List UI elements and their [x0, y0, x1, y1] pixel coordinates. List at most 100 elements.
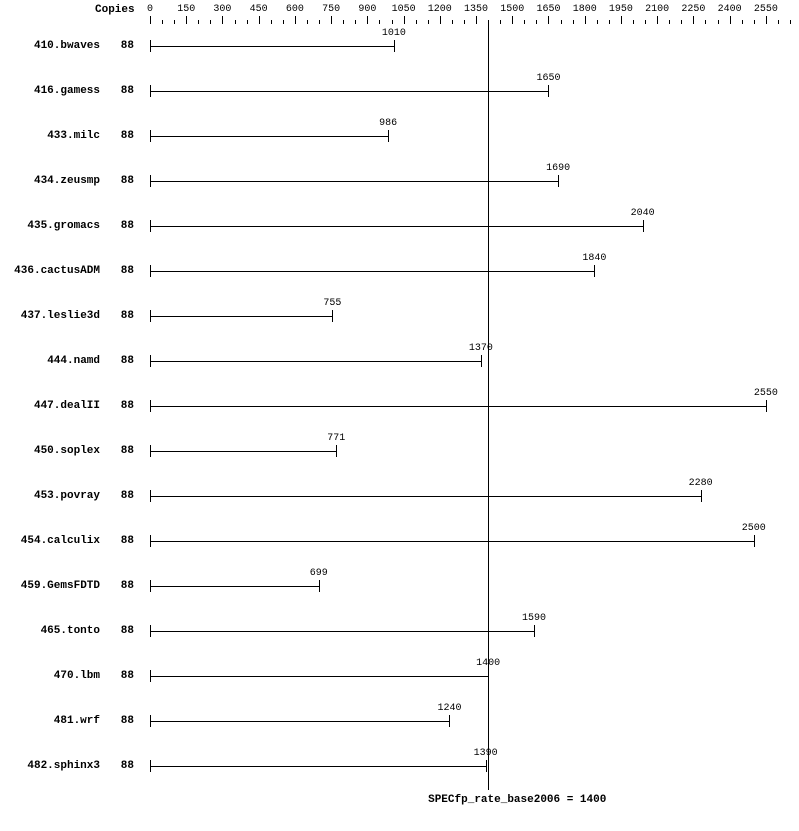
axis-tick-label: 1050 [392, 4, 416, 15]
benchmark-bar [150, 766, 486, 767]
axis-tick [585, 16, 586, 24]
axis-tick [355, 20, 356, 24]
benchmark-value: 1010 [382, 28, 406, 39]
benchmark-copies: 88 [104, 445, 134, 457]
axis-tick [404, 16, 405, 24]
axis-tick [283, 20, 284, 24]
axis-tick-label: 150 [177, 4, 195, 15]
bar-cap-left [150, 760, 151, 772]
benchmark-copies: 88 [104, 580, 134, 592]
axis-tick [561, 20, 562, 24]
axis-tick [754, 20, 755, 24]
benchmark-value: 699 [310, 568, 328, 579]
bar-cap-left [150, 310, 151, 322]
benchmark-name: 453.povray [0, 490, 100, 502]
benchmark-copies: 88 [104, 220, 134, 232]
axis-tick-label: 600 [286, 4, 304, 15]
benchmark-bar [150, 721, 449, 722]
benchmark-name: 454.calculix [0, 535, 100, 547]
bar-cap-left [150, 535, 151, 547]
benchmark-copies: 88 [104, 175, 134, 187]
axis-tick-label: 750 [322, 4, 340, 15]
axis-tick [790, 20, 791, 24]
axis-tick-label: 1200 [428, 4, 452, 15]
bar-cap-left [150, 355, 151, 367]
bar-cap-right [319, 580, 320, 592]
axis-tick [573, 20, 574, 24]
baseline-label: SPECfp_rate_base2006 = 1400 [428, 794, 606, 806]
axis-tick-label: 2250 [681, 4, 705, 15]
axis-tick [730, 16, 731, 24]
axis-tick-label: 1800 [573, 4, 597, 15]
benchmark-copies: 88 [104, 625, 134, 637]
benchmark-bar [150, 586, 319, 587]
benchmark-value: 1370 [469, 343, 493, 354]
benchmark-bar [150, 496, 701, 497]
axis-tick [524, 20, 525, 24]
axis-tick [633, 20, 634, 24]
bar-cap-left [150, 445, 151, 457]
axis-tick [307, 20, 308, 24]
benchmark-name: 433.milc [0, 130, 100, 142]
benchmark-name: 444.namd [0, 355, 100, 367]
axis-tick [379, 20, 380, 24]
benchmark-copies: 88 [104, 535, 134, 547]
axis-tick [452, 20, 453, 24]
bar-cap-right [766, 400, 767, 412]
bar-cap-right [486, 760, 487, 772]
axis-tick-label: 450 [250, 4, 268, 15]
bar-cap-right [534, 625, 535, 637]
bar-cap-right [701, 490, 702, 502]
benchmark-name: 459.GemsFDTD [0, 580, 100, 592]
copies-header: Copies [95, 4, 135, 16]
benchmark-value: 771 [327, 433, 345, 444]
axis-tick [440, 16, 441, 24]
axis-tick [162, 20, 163, 24]
benchmark-value: 755 [323, 298, 341, 309]
axis-tick [464, 20, 465, 24]
benchmark-bar [150, 451, 336, 452]
benchmark-name: 447.dealII [0, 400, 100, 412]
benchmark-bar [150, 181, 558, 182]
axis-tick-label: 1650 [536, 4, 560, 15]
benchmark-bar [150, 226, 643, 227]
benchmark-copies: 88 [104, 310, 134, 322]
benchmark-copies: 88 [104, 355, 134, 367]
axis-tick [271, 20, 272, 24]
axis-tick [186, 16, 187, 24]
bar-cap-right [594, 265, 595, 277]
axis-tick [476, 16, 477, 24]
axis-tick [512, 16, 513, 24]
bar-cap-left [150, 220, 151, 232]
axis-tick-label: 0 [147, 4, 153, 15]
bar-cap-right [332, 310, 333, 322]
axis-tick [331, 16, 332, 24]
bar-cap-right [754, 535, 755, 547]
benchmark-copies: 88 [104, 85, 134, 97]
bar-cap-left [150, 400, 151, 412]
bar-cap-right [449, 715, 450, 727]
benchmark-copies: 88 [104, 490, 134, 502]
axis-tick-label: 1500 [500, 4, 524, 15]
benchmark-bar [150, 136, 388, 137]
axis-tick [367, 16, 368, 24]
axis-tick [621, 16, 622, 24]
bar-cap-right [558, 175, 559, 187]
benchmark-name: 481.wrf [0, 715, 100, 727]
benchmark-bar [150, 406, 766, 407]
axis-tick [150, 16, 151, 24]
benchmark-copies: 88 [104, 715, 134, 727]
axis-tick-label: 1950 [609, 4, 633, 15]
bar-cap-right [394, 40, 395, 52]
axis-tick-label: 2100 [645, 4, 669, 15]
axis-tick-label: 900 [358, 4, 376, 15]
axis-tick [536, 20, 537, 24]
axis-tick [657, 16, 658, 24]
benchmark-name: 450.soplex [0, 445, 100, 457]
bar-cap-right [388, 130, 389, 142]
benchmark-bar [150, 271, 594, 272]
axis-tick-label: 1350 [464, 4, 488, 15]
benchmark-copies: 88 [104, 760, 134, 772]
baseline-marker [488, 24, 489, 790]
benchmark-copies: 88 [104, 130, 134, 142]
